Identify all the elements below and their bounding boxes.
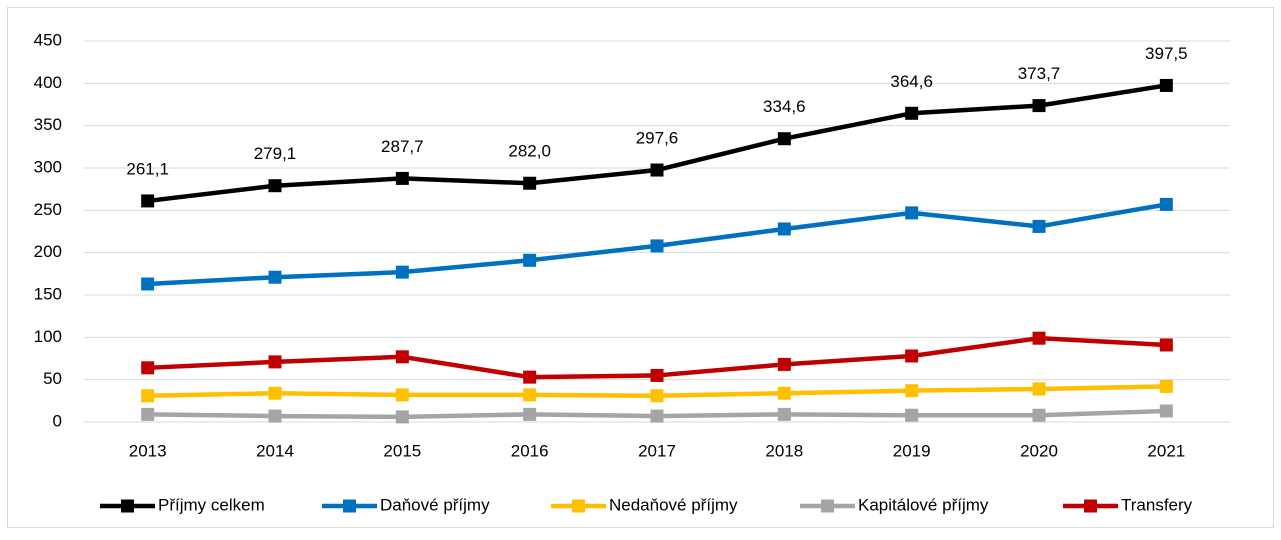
legend-label: Transfery bbox=[1121, 495, 1193, 514]
point-marker bbox=[141, 389, 155, 403]
x-tick-label: 2021 bbox=[1147, 441, 1185, 460]
point-marker bbox=[905, 106, 919, 120]
point-marker bbox=[268, 179, 282, 193]
legend-marker bbox=[343, 499, 356, 513]
point-marker bbox=[1159, 338, 1173, 352]
point-marker bbox=[777, 222, 791, 236]
point-marker bbox=[777, 386, 791, 400]
data-label: 373,7 bbox=[1018, 64, 1061, 83]
y-tick-label: 150 bbox=[34, 284, 62, 303]
y-tick-label: 50 bbox=[43, 369, 62, 388]
point-marker bbox=[1032, 382, 1046, 396]
point-marker bbox=[650, 368, 664, 382]
legend-label: Daňové příjmy bbox=[380, 495, 490, 514]
point-marker bbox=[523, 176, 537, 190]
y-tick-label: 100 bbox=[34, 327, 62, 346]
point-marker bbox=[905, 408, 919, 422]
legend-marker bbox=[572, 499, 585, 513]
point-marker bbox=[1159, 379, 1173, 393]
legend-label: Nedaňové příjmy bbox=[609, 495, 738, 514]
data-label: 334,6 bbox=[763, 97, 806, 116]
data-label: 261,1 bbox=[126, 159, 169, 178]
point-marker bbox=[650, 389, 664, 403]
y-tick-label: 300 bbox=[34, 157, 62, 176]
point-marker bbox=[395, 388, 409, 402]
point-marker bbox=[395, 265, 409, 279]
data-label: 297,6 bbox=[636, 129, 679, 148]
point-marker bbox=[1032, 331, 1046, 345]
point-marker bbox=[650, 163, 664, 177]
point-marker bbox=[141, 407, 155, 421]
point-marker bbox=[905, 206, 919, 220]
point-marker bbox=[523, 253, 537, 267]
point-marker bbox=[1032, 219, 1046, 233]
x-tick-label: 2019 bbox=[893, 441, 931, 460]
point-marker bbox=[141, 277, 155, 291]
point-marker bbox=[1032, 99, 1046, 113]
point-marker bbox=[268, 386, 282, 400]
y-tick-label: 0 bbox=[53, 411, 62, 430]
legend-marker bbox=[1084, 499, 1097, 513]
data-label: 282,0 bbox=[508, 142, 551, 161]
point-marker bbox=[395, 171, 409, 185]
point-marker bbox=[650, 239, 664, 253]
point-marker bbox=[1032, 408, 1046, 422]
point-marker bbox=[268, 409, 282, 423]
point-marker bbox=[1159, 78, 1173, 92]
chart-border bbox=[7, 7, 1274, 528]
point-marker bbox=[395, 410, 409, 424]
point-marker bbox=[523, 388, 537, 402]
point-marker bbox=[650, 409, 664, 423]
data-label: 287,7 bbox=[381, 137, 424, 156]
data-label: 279,1 bbox=[254, 144, 297, 163]
legend-marker bbox=[821, 499, 834, 513]
point-marker bbox=[141, 194, 155, 208]
x-tick-label: 2017 bbox=[638, 441, 676, 460]
point-marker bbox=[1159, 197, 1173, 211]
point-marker bbox=[523, 407, 537, 421]
point-marker bbox=[777, 132, 791, 146]
point-marker bbox=[905, 349, 919, 363]
point-marker bbox=[395, 350, 409, 364]
y-tick-label: 400 bbox=[34, 73, 62, 92]
y-tick-label: 250 bbox=[34, 200, 62, 219]
point-marker bbox=[268, 355, 282, 369]
x-tick-label: 2013 bbox=[129, 441, 167, 460]
x-tick-label: 2020 bbox=[1020, 441, 1058, 460]
legend-label: Kapitálové příjmy bbox=[858, 495, 989, 514]
point-marker bbox=[905, 384, 919, 398]
data-label: 364,6 bbox=[890, 72, 933, 91]
y-tick-label: 350 bbox=[34, 115, 62, 134]
x-tick-label: 2018 bbox=[765, 441, 803, 460]
x-tick-label: 2016 bbox=[511, 441, 549, 460]
y-tick-label: 200 bbox=[34, 242, 62, 261]
x-tick-label: 2014 bbox=[256, 441, 294, 460]
point-marker bbox=[1159, 404, 1173, 418]
point-marker bbox=[777, 357, 791, 371]
legend-marker bbox=[121, 499, 134, 513]
point-marker bbox=[268, 270, 282, 284]
x-tick-label: 2015 bbox=[383, 441, 421, 460]
point-marker bbox=[523, 370, 537, 384]
point-marker bbox=[777, 407, 791, 421]
data-label: 397,5 bbox=[1145, 44, 1188, 63]
point-marker bbox=[141, 361, 155, 375]
y-tick-label: 450 bbox=[34, 30, 62, 49]
legend-label: Příjmy celkem bbox=[158, 495, 265, 514]
